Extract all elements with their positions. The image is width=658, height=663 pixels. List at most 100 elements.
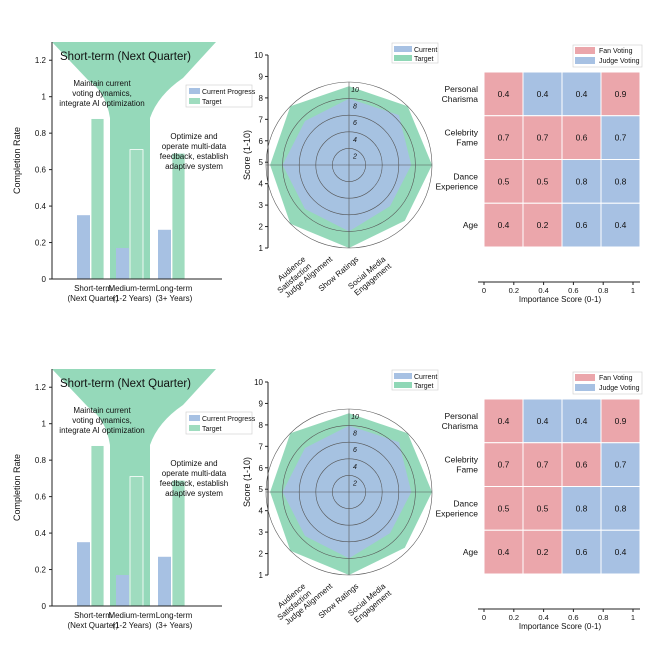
radar-y-tick-label: 1 <box>259 571 264 580</box>
heatmap-cell-label: 0.2 <box>537 220 549 230</box>
y-tick-label: 1.2 <box>35 383 47 392</box>
legend-label-current: Current Progress <box>202 89 256 96</box>
heatmap-row-label: Charisma <box>442 421 479 431</box>
heatmap-x-tick-label: 0.6 <box>568 613 578 622</box>
heatmap-row-label: Fame <box>456 138 478 148</box>
radar-y-tick-label: 2 <box>259 223 264 232</box>
heatmap-cell-label: 0.7 <box>615 133 627 143</box>
heatmap-cell <box>483 71 524 117</box>
legend-swatch-current <box>394 46 412 52</box>
radar-y-axis-label: Score (1-10) <box>242 457 252 507</box>
legend-label-judge: Judge Voting <box>599 58 640 65</box>
radar-y-tick-label: 2 <box>259 550 264 559</box>
heatmap-row-label: Age <box>463 547 478 557</box>
heatmap-x-tick-label: 1 <box>631 286 635 295</box>
heatmap-cell-label: 0.4 <box>615 220 627 230</box>
heatmap-row-label: Personal <box>444 411 478 421</box>
x-category-label: (3+ Years) <box>156 294 193 303</box>
x-category-label: (1-2 Years) <box>112 294 151 303</box>
radar-ring-label: 6 <box>353 447 357 454</box>
legend-swatch-target <box>189 425 200 431</box>
heatmap-row-label: Dance <box>453 498 478 508</box>
heatmap-cell <box>483 115 524 160</box>
bar-current-0 <box>77 542 90 606</box>
y-axis-label: Completion Rate <box>12 454 22 521</box>
y-tick-label: 0.8 <box>35 456 47 465</box>
heatmap-cell <box>600 442 641 487</box>
legend-label-current: Current <box>414 374 437 381</box>
annotation-short-term: voting dynamics, <box>72 416 132 425</box>
y-tick-label: 1 <box>42 93 47 102</box>
legend-label-current: Current Progress <box>202 416 256 423</box>
x-category-label: Long-term <box>156 284 193 293</box>
heatmap-cell <box>483 529 524 575</box>
legend-swatch-judge <box>575 384 595 391</box>
heatmap-cell-label: 0.7 <box>615 460 627 470</box>
bar-target-1 <box>129 149 144 280</box>
heatmap-cell <box>522 115 563 160</box>
heatmap-cell <box>522 202 563 248</box>
x-category-label: Medium-term <box>108 284 155 293</box>
legend-swatch-fan <box>575 374 595 381</box>
heatmap-row-label: Celebrity <box>444 128 478 138</box>
y-tick-label: 0 <box>42 602 47 611</box>
heatmap-cell-label: 0.6 <box>576 547 588 557</box>
heatmap-cell <box>600 115 641 160</box>
bar-target-1 <box>129 476 144 607</box>
heatmap-x-tick-label: 0 <box>482 613 486 622</box>
y-axis-label: Completion Rate <box>12 127 22 194</box>
heatmap-cell-label: 0.4 <box>498 416 510 426</box>
heatmap-x-tick-label: 0.2 <box>509 613 519 622</box>
y-tick-label: 0 <box>42 275 47 284</box>
y-tick-label: 0.4 <box>35 529 47 538</box>
progress-legend: Current Progress Target <box>185 411 256 435</box>
chart-title: Short-term (Next Quarter) <box>60 378 191 390</box>
radar-y-tick-label: 6 <box>259 137 264 146</box>
chart-title: Short-term (Next Quarter) <box>60 51 191 63</box>
radar-y-tick-label: 8 <box>259 94 264 103</box>
legend-swatch-fan <box>575 47 595 54</box>
radar-y-tick-label: 7 <box>259 442 264 451</box>
legend-label-target: Target <box>414 56 434 63</box>
annotation-short-term: Maintain current <box>73 406 131 415</box>
heatmap-x-tick-label: 0.4 <box>538 613 548 622</box>
heatmap-cell <box>561 202 602 248</box>
heatmap-cell-label: 0.7 <box>537 460 549 470</box>
legend-box <box>185 84 253 108</box>
legend-label-judge: Judge Voting <box>599 385 640 392</box>
y-tick-label: 0.2 <box>35 239 47 248</box>
radar-ring-label: 6 <box>353 120 357 127</box>
heatmap-cell <box>561 486 602 531</box>
legend-label-fan: Fan Voting <box>599 48 633 55</box>
heatmap-cell-label: 0.4 <box>537 416 549 426</box>
legend-label-target: Target <box>202 99 222 106</box>
annotation-short-term: voting dynamics, <box>72 89 132 98</box>
legend-label-target: Target <box>202 426 222 433</box>
heatmap-cell <box>561 442 602 487</box>
heatmap-cell <box>600 529 641 575</box>
heatmap-cell <box>561 115 602 160</box>
radar-ring-label: 8 <box>353 431 357 438</box>
radar-ring-label: 8 <box>353 104 357 111</box>
heatmap-cell-label: 0.2 <box>537 547 549 557</box>
x-category-label: Short-term <box>74 611 112 620</box>
legend-swatch-target <box>394 382 412 388</box>
heatmap-cell-label: 0.8 <box>615 503 627 513</box>
bar-current-0 <box>77 215 90 279</box>
heatmap-row-label: Experience <box>435 508 478 518</box>
heatmap-cell-label: 0.9 <box>615 416 627 426</box>
radar-legend: Current Target <box>391 369 439 391</box>
radar-ring-label: 10 <box>351 87 359 94</box>
heatmap-row-label: Personal <box>444 84 478 94</box>
x-category-label: (1-2 Years) <box>112 621 151 630</box>
radar-y-tick-label: 10 <box>254 378 263 387</box>
annotation-short-term: integrate AI optimization <box>59 426 144 435</box>
heatmap-x-tick-label: 1 <box>631 613 635 622</box>
legend-swatch-current <box>189 88 200 94</box>
annotation-long-term: operate multi-data <box>162 469 227 478</box>
legend-swatch-judge <box>575 57 595 64</box>
heatmap-cell-label: 0.7 <box>498 133 510 143</box>
bar-current-2 <box>158 556 171 606</box>
